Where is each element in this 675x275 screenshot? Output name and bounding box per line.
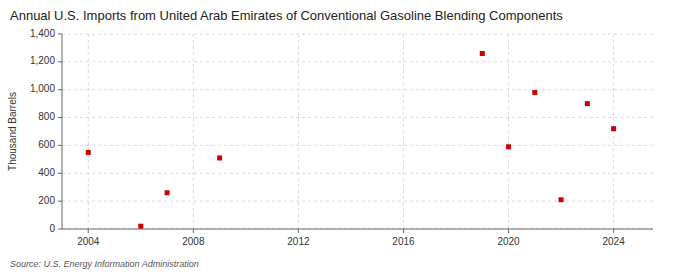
y-tick-label: 0 bbox=[49, 223, 55, 234]
point bbox=[532, 90, 537, 95]
y-axis-line bbox=[62, 34, 63, 229]
x-grid-line bbox=[508, 34, 509, 229]
y-tick-label: 1,400 bbox=[30, 28, 55, 39]
chart-svg: 0 200 400 600 800 1,000 1,200 1,400 2004 2008 2012… bbox=[0, 0, 675, 275]
y-tick-label: 800 bbox=[38, 111, 55, 122]
point bbox=[86, 150, 91, 155]
y-tick bbox=[58, 145, 62, 146]
x-tick bbox=[298, 229, 299, 233]
y-grid-line bbox=[62, 117, 653, 118]
point bbox=[611, 126, 616, 131]
title: Annual U.S. Imports from United Arab Emi… bbox=[10, 8, 563, 23]
y-grid-line bbox=[62, 229, 653, 230]
point bbox=[559, 197, 564, 202]
y-grid-line bbox=[62, 89, 653, 90]
x-tick-label: 2004 bbox=[77, 236, 100, 247]
x-grid-line bbox=[88, 34, 89, 229]
points bbox=[86, 51, 616, 229]
x-grid-line bbox=[613, 34, 614, 229]
source-note: Source: U.S. Energy Information Administ… bbox=[10, 259, 199, 269]
point bbox=[480, 51, 485, 56]
y-tick bbox=[58, 173, 62, 174]
x-tick bbox=[403, 229, 404, 233]
x-tick bbox=[193, 229, 194, 233]
x-grid-line bbox=[298, 34, 299, 229]
x-grid-line bbox=[403, 34, 404, 229]
y-tick bbox=[58, 201, 62, 202]
x-tick-label: 2008 bbox=[182, 236, 205, 247]
y-axis-label: Thousand Barrels bbox=[7, 92, 18, 171]
y-tick-label: 1,000 bbox=[30, 83, 55, 94]
point bbox=[165, 190, 170, 195]
y-tick bbox=[58, 61, 62, 62]
x-tick-label: 2020 bbox=[497, 236, 520, 247]
y-grid-line bbox=[62, 61, 653, 62]
y-grid-line bbox=[62, 145, 653, 146]
y-tick-label: 1,200 bbox=[30, 55, 55, 66]
y-tick-label: 400 bbox=[38, 167, 55, 178]
point bbox=[217, 155, 222, 160]
y-tick bbox=[58, 89, 62, 90]
y-grid-line bbox=[62, 173, 653, 174]
y-tick bbox=[58, 117, 62, 118]
x-grid-line bbox=[193, 34, 194, 229]
y-tick bbox=[58, 34, 62, 35]
grid bbox=[62, 34, 653, 229]
background bbox=[0, 0, 675, 275]
y-grid-line bbox=[62, 201, 653, 202]
axes: 0 200 400 600 800 1,000 1,200 1,400 2004 2008 2012… bbox=[30, 28, 653, 247]
chart-container: 0 200 400 600 800 1,000 1,200 1,400 2004 2008 2012… bbox=[0, 0, 675, 275]
x-axis-line bbox=[62, 229, 653, 230]
x-tick-label: 2024 bbox=[602, 236, 625, 247]
x-tick bbox=[613, 229, 614, 233]
x-tick-label: 2012 bbox=[287, 236, 310, 247]
x-tick-label: 2016 bbox=[392, 236, 415, 247]
x-tick bbox=[88, 229, 89, 233]
x-tick bbox=[508, 229, 509, 233]
y-grid-line bbox=[62, 34, 653, 35]
point bbox=[138, 224, 143, 229]
y-tick bbox=[58, 229, 62, 230]
point bbox=[506, 144, 511, 149]
y-tick-label: 600 bbox=[38, 139, 55, 150]
point bbox=[585, 101, 590, 106]
y-tick-label: 200 bbox=[38, 195, 55, 206]
